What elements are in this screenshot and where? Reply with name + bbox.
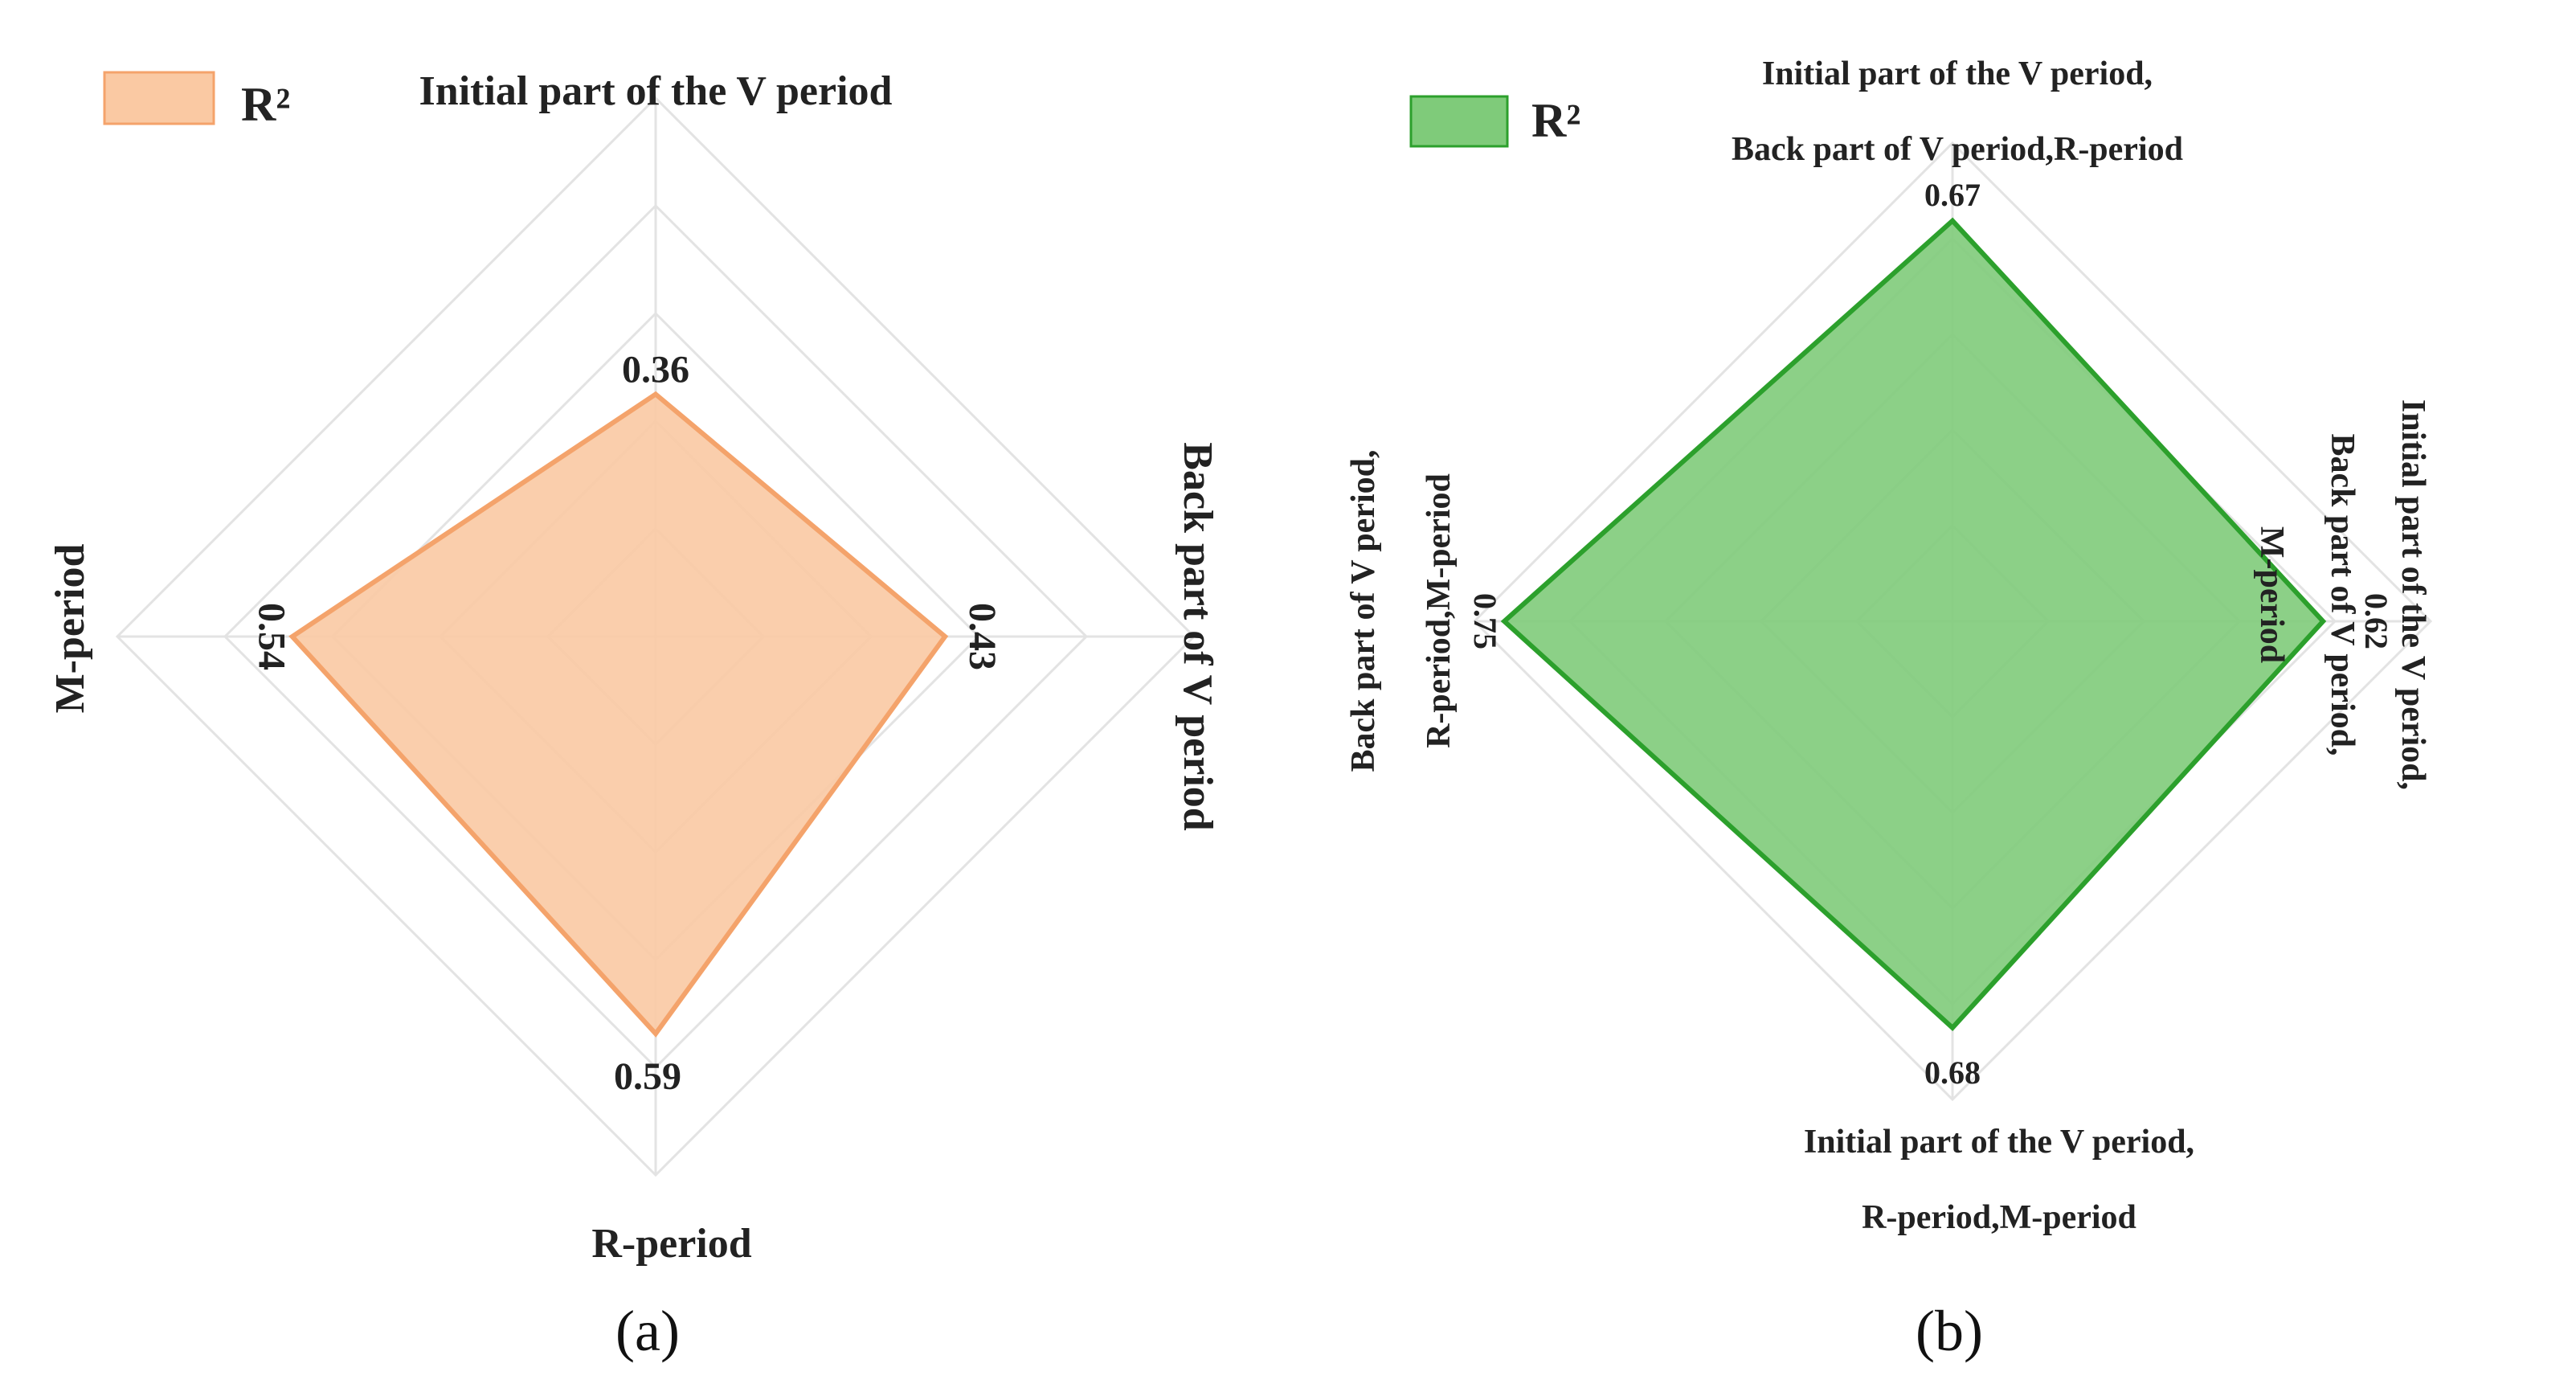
axis-label: Initial part of the V period bbox=[419, 68, 893, 114]
axis-label: Initial part of the V period, R-period,M-… bbox=[1804, 1124, 2194, 1236]
data-area bbox=[1500, 217, 2327, 1031]
panel-label: (b) bbox=[1916, 1299, 1983, 1363]
value-label: 0.59 bbox=[614, 1055, 681, 1098]
legend-label: R² bbox=[1531, 94, 1580, 147]
axis-label: Back part of V period bbox=[1175, 442, 1221, 831]
legend: R² bbox=[103, 71, 290, 131]
axis-label: Initial part of the V period,Back part o… bbox=[1732, 55, 2183, 168]
data-point bbox=[1951, 219, 1954, 223]
value-label: 0.67 bbox=[1924, 177, 1981, 213]
legend-swatch bbox=[103, 71, 215, 125]
axis-label: R-period bbox=[591, 1221, 751, 1267]
data-point bbox=[654, 1032, 657, 1036]
data-point bbox=[654, 392, 657, 396]
axis-label: Initial part of the V period,Back part o… bbox=[2253, 399, 2431, 790]
legend: R² bbox=[1409, 94, 1580, 148]
data-point bbox=[943, 635, 947, 638]
value-label: 0.62 bbox=[2358, 593, 2394, 649]
value-label: 0.54 bbox=[251, 603, 293, 670]
data-point bbox=[290, 635, 294, 638]
value-label: 0.36 bbox=[622, 349, 689, 391]
data-point bbox=[1503, 620, 1507, 623]
radar-panel-a: 0.36 0.43 0.59 0.54 Initial part of the V pe… bbox=[47, 68, 1221, 1363]
data-point bbox=[1951, 1026, 1954, 1030]
value-label: 0.75 bbox=[1467, 593, 1503, 649]
panel-label: (a) bbox=[615, 1299, 680, 1363]
value-label: 0.68 bbox=[1924, 1054, 1981, 1091]
legend-swatch bbox=[1409, 95, 1509, 148]
value-label: 0.43 bbox=[961, 603, 1004, 670]
data-point bbox=[2321, 620, 2325, 623]
axis-label: M-period bbox=[47, 543, 93, 713]
axis-label: Back part of V period, R-period,M-period bbox=[1345, 450, 1458, 772]
legend-label: R² bbox=[241, 78, 290, 131]
data-area bbox=[288, 391, 949, 1038]
radar-panel-b: 0.67 0.62 0.68 0.75 Initial part of the V pe… bbox=[1345, 55, 2433, 1363]
